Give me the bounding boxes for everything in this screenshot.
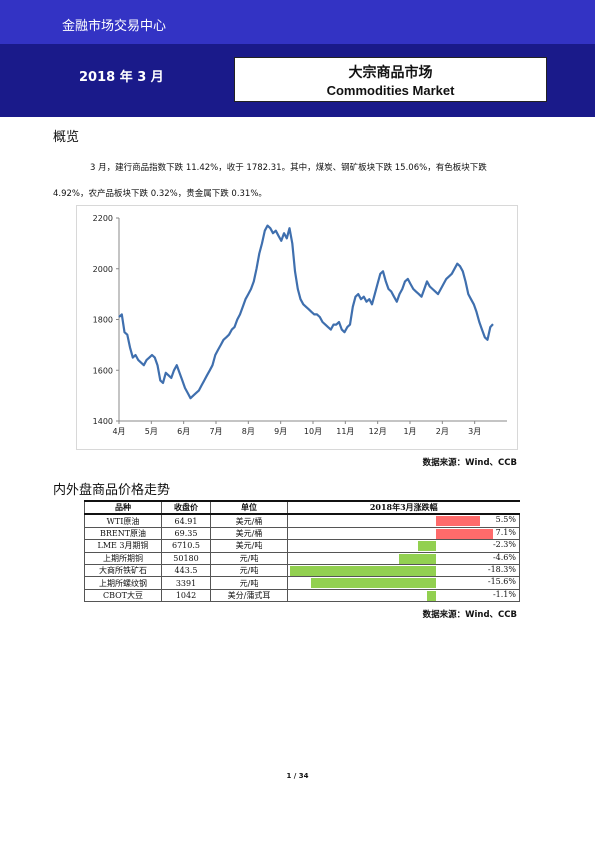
table-header-row: 品种 收盘价 单位 2018年3月涨跌幅 xyxy=(84,499,520,516)
change-bar xyxy=(436,528,493,539)
change-value: -18.3% xyxy=(487,564,516,574)
change-cell: -18.3% xyxy=(287,563,520,578)
table-row: CBOT大豆 1042 美分/蒲式耳 -1.1% xyxy=(84,588,520,603)
unit: 美元/吨 xyxy=(210,539,288,553)
table-row: 上期所期铜 50180 元/吨 -4.6% xyxy=(84,551,520,565)
change-bar xyxy=(399,553,436,564)
title-box: 大宗商品市场 Commodities Market xyxy=(234,57,547,102)
change-cell: 7.1% xyxy=(287,526,520,541)
report-date: 2018 年 3 月 xyxy=(79,70,164,85)
index-chart-svg: 1400 1600 1800 2000 2200 4月 5月 6月 7月 8月 9月 10月 11月 12… xyxy=(93,214,507,436)
x-tick-label: 2月 xyxy=(436,427,449,436)
commodity-name: 上期所螺纹钢 xyxy=(84,576,162,590)
close-price: 64.91 xyxy=(161,513,211,528)
top-banner: 金融市场交易中心 xyxy=(0,0,595,44)
close-price: 3391 xyxy=(161,576,211,590)
change-cell: 5.5% xyxy=(287,513,520,528)
commodity-name: 上期所期铜 xyxy=(84,551,162,565)
x-tick-label: 4月 xyxy=(112,427,125,436)
change-cell: -15.6% xyxy=(287,576,520,590)
col-name-header: 品种 xyxy=(84,499,162,516)
unit: 美元/桶 xyxy=(210,526,288,541)
y-tick-label: 2200 xyxy=(93,214,113,223)
index-chart: 1400 1600 1800 2000 2200 4月 5月 6月 7月 8月 9月 10月 11月 12… xyxy=(76,205,518,450)
change-value: -4.6% xyxy=(492,552,516,562)
change-bar xyxy=(427,590,436,601)
col-change-header: 2018年3月涨跌幅 xyxy=(287,499,520,516)
x-tick-label: 1月 xyxy=(403,427,416,436)
change-cell: -4.6% xyxy=(287,551,520,565)
overview-line-1: 3 月，建行商品指数下跌 11.42%，收于 1782.31。其中，煤炭、钢矿板… xyxy=(90,163,487,173)
table-row: LME 3月期铜 6710.5 美元/吨 -2.3% xyxy=(84,539,520,553)
y-tick-label: 1800 xyxy=(93,316,113,325)
x-tick-label: 5月 xyxy=(145,427,158,436)
table-row: 上期所螺纹钢 3391 元/吨 -15.6% xyxy=(84,576,520,590)
change-bar xyxy=(289,565,436,576)
change-value: 5.5% xyxy=(495,515,516,525)
table-source: 数据来源：Wind、CCB xyxy=(422,610,517,620)
overview-line-2: 4.92%，农产品板块下跌 0.32%，贵金属下跌 0.31%。 xyxy=(53,189,267,199)
change-value: -1.1% xyxy=(492,589,516,599)
header-band: 2018 年 3 月 大宗商品市场 Commodities Market xyxy=(0,44,595,117)
table-row: WTI原油 64.91 美元/桶 5.5% xyxy=(84,513,520,528)
commodity-name: 大商所铁矿石 xyxy=(84,563,162,578)
title-cn: 大宗商品市场 xyxy=(348,65,433,81)
x-tick-label: 10月 xyxy=(304,427,322,436)
unit: 美分/蒲式耳 xyxy=(210,588,288,603)
x-tick-label: 3月 xyxy=(468,427,481,436)
x-tick-label: 7月 xyxy=(209,427,222,436)
change-bar xyxy=(417,541,436,552)
unit: 元/吨 xyxy=(210,551,288,565)
commodity-name: CBOT大豆 xyxy=(84,588,162,603)
x-tick-label: 6月 xyxy=(177,427,190,436)
close-price: 1042 xyxy=(161,588,211,603)
x-tick-label: 12月 xyxy=(369,427,387,436)
change-value: -15.6% xyxy=(487,577,516,587)
commodity-name: BRENT原油 xyxy=(84,526,162,541)
change-value: -2.3% xyxy=(492,540,516,550)
table-heading: 内外盘商品价格走势 xyxy=(53,483,171,498)
change-cell: -1.1% xyxy=(287,588,520,603)
unit: 美元/桶 xyxy=(210,513,288,528)
x-tick-label: 9月 xyxy=(274,427,287,436)
close-price: 69.35 xyxy=(161,526,211,541)
y-tick-label: 1400 xyxy=(93,417,113,426)
commodity-name: WTI原油 xyxy=(84,513,162,528)
chart-source: 数据来源：Wind、CCB xyxy=(422,458,517,468)
change-bar xyxy=(311,578,436,589)
change-bar xyxy=(436,516,480,527)
overview-heading: 概览 xyxy=(53,130,80,145)
col-close-header: 收盘价 xyxy=(161,499,211,516)
commodity-name: LME 3月期铜 xyxy=(84,539,162,553)
page-number: 1 / 34 xyxy=(286,772,309,780)
org-name: 金融市场交易中心 xyxy=(62,19,167,34)
close-price: 6710.5 xyxy=(161,539,211,553)
unit: 元/吨 xyxy=(210,563,288,578)
y-tick-label: 2000 xyxy=(93,265,113,274)
close-price: 443.5 xyxy=(161,563,211,578)
change-value: 7.1% xyxy=(495,527,516,537)
table-row: 大商所铁矿石 443.5 元/吨 -18.3% xyxy=(84,563,520,578)
index-series-line xyxy=(118,224,494,400)
title-en: Commodities Market xyxy=(326,83,455,98)
table-row: BRENT原油 69.35 美元/桶 7.1% xyxy=(84,526,520,541)
x-tick-label: 8月 xyxy=(242,427,255,436)
y-tick-label: 1600 xyxy=(93,366,113,375)
change-cell: -2.3% xyxy=(287,539,520,553)
close-price: 50180 xyxy=(161,551,211,565)
x-tick-label: 11月 xyxy=(336,427,354,436)
unit: 元/吨 xyxy=(210,576,288,590)
col-unit-header: 单位 xyxy=(210,499,288,516)
price-table: 品种 收盘价 单位 2018年3月涨跌幅 WTI原油 64.91 美元/桶 5.5% B… xyxy=(84,499,520,603)
